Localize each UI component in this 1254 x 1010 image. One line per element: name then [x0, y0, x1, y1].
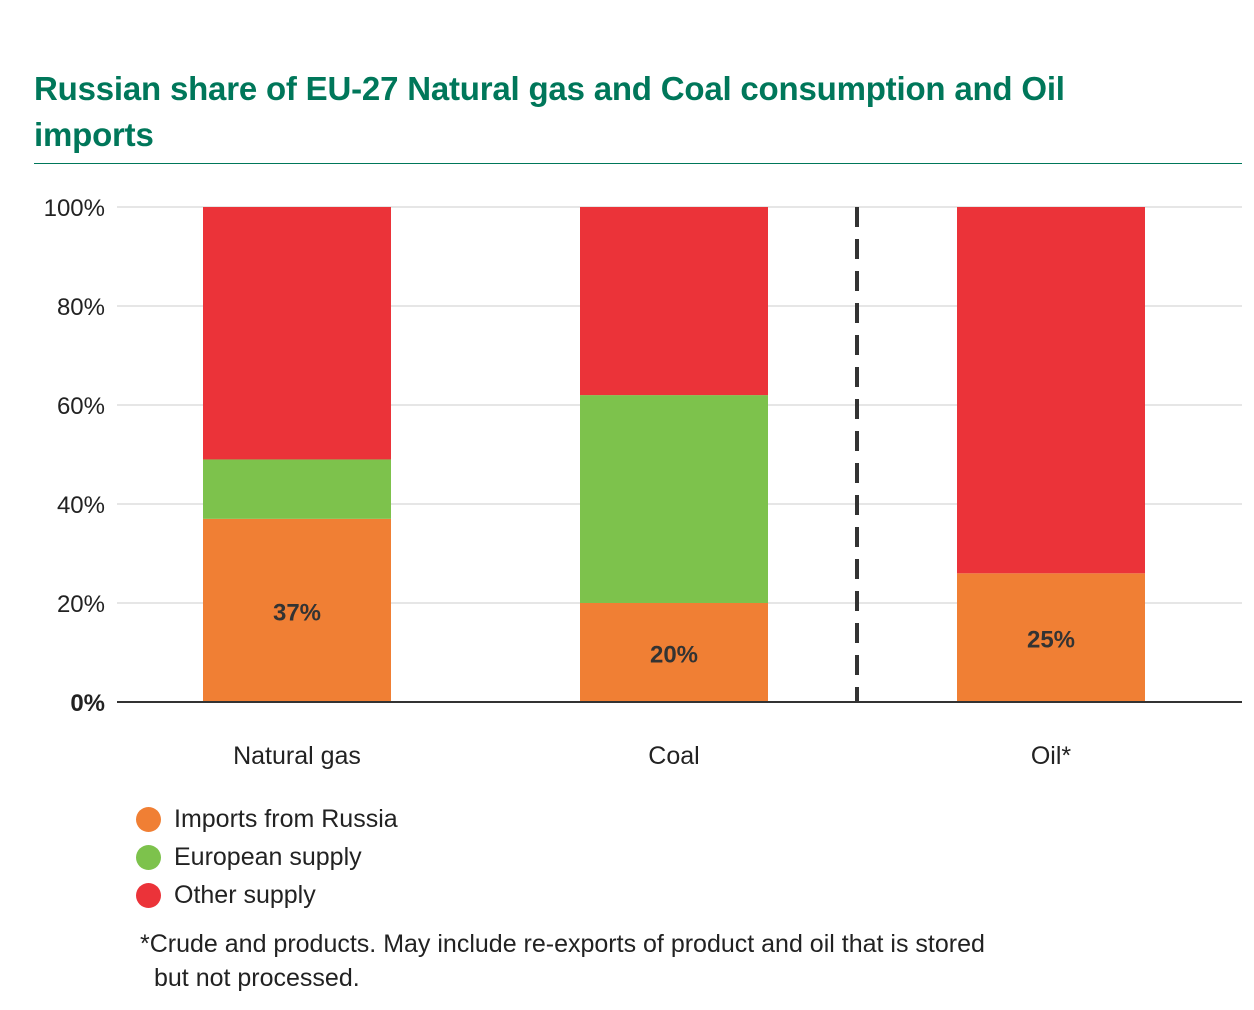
x-category-label: Natural gas: [233, 742, 361, 770]
y-tick-label: 60%: [57, 393, 105, 420]
legend-item-other-supply: Other supply: [136, 876, 398, 914]
x-category-label: Oil*: [1031, 742, 1072, 770]
legend-item-european-supply: European supply: [136, 838, 398, 876]
y-tick-label: 0%: [70, 690, 105, 717]
data-label: 20%: [650, 642, 698, 669]
chart-title: Russian share of EU-27 Natural gas and C…: [34, 70, 1065, 153]
stacked-bar-chart: 0% 20% 40% 60% 80% 100% Natural gas Coal Oil* 3…: [44, 195, 1242, 770]
legend-label: European supply: [174, 842, 362, 871]
bar-segment: [957, 573, 1145, 702]
bar-segment: [203, 518, 391, 702]
bar-segment: [203, 459, 391, 519]
legend-swatch-european-supply: [136, 844, 161, 870]
bar-segment: [203, 207, 391, 460]
legend-label: Other supply: [174, 880, 316, 909]
footnote-line-1: *Crude and products. May include re-expo…: [140, 930, 985, 958]
bar-segment: [580, 395, 768, 603]
footnote-line-2: but not processed.: [154, 964, 360, 992]
data-label: 37%: [273, 599, 321, 626]
y-tick-label: 100%: [44, 195, 105, 222]
data-label: 25%: [1027, 627, 1075, 654]
legend-label: Imports from Russia: [174, 804, 398, 833]
bar-segment: [580, 603, 768, 702]
y-tick-labels: 0% 20% 40% 60% 80% 100%: [44, 195, 105, 717]
data-labels: 37% 20% 25%: [273, 599, 1075, 668]
bar-segment: [580, 207, 768, 396]
x-category-labels: Natural gas Coal Oil*: [233, 742, 1071, 770]
legend-item-imports-from-russia: Imports from Russia: [136, 800, 398, 838]
y-tick-label: 20%: [57, 591, 105, 618]
y-tick-label: 80%: [57, 294, 105, 321]
legend: Imports from Russia European supply Othe…: [136, 800, 398, 914]
title-divider: [34, 163, 1242, 164]
bars: [203, 207, 1145, 702]
y-tick-label: 40%: [57, 492, 105, 519]
bar-segment: [957, 207, 1145, 574]
legend-swatch-imports-from-russia: [136, 806, 161, 832]
footnote: *Crude and products. May include re-expo…: [140, 927, 1100, 995]
x-category-label: Coal: [648, 742, 699, 770]
legend-swatch-other-supply: [136, 882, 161, 908]
